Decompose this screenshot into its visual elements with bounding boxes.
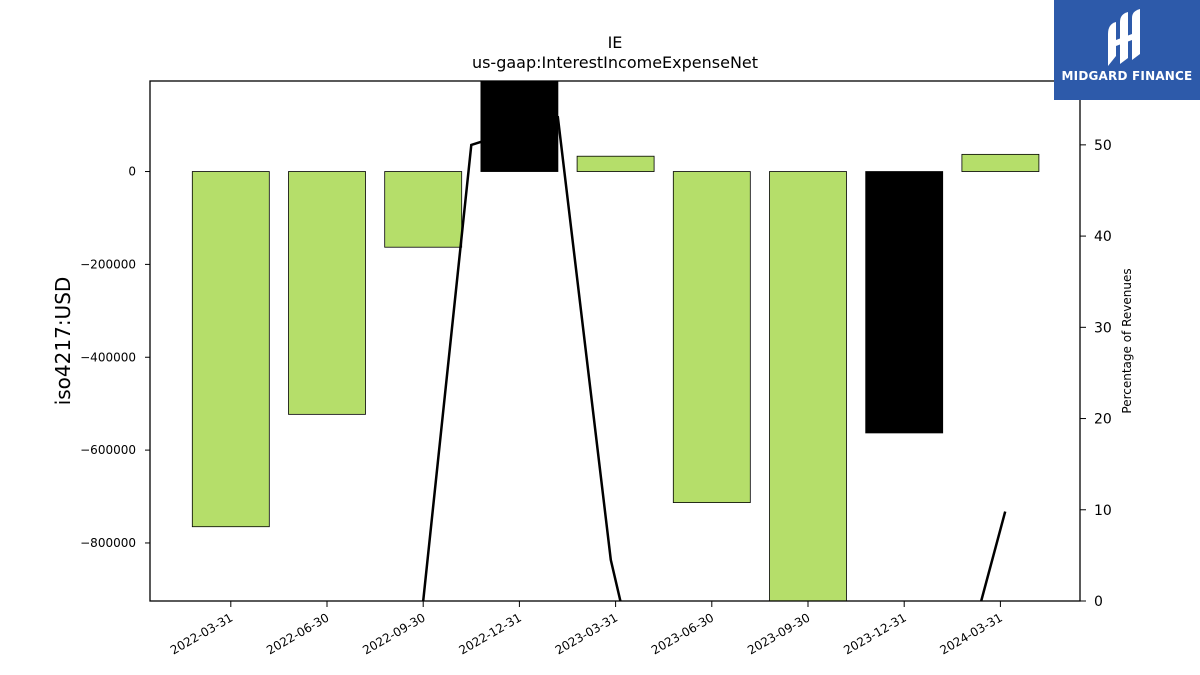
x-tick-label: 2023-12-31 [841, 610, 908, 657]
chart-title: IE [608, 33, 623, 52]
bar-2023-03-31 [576, 155, 655, 172]
y2-tick-label: 20 [1094, 412, 1112, 428]
pct-line-0 [421, 115, 622, 601]
y-tick-label: −400000 [80, 350, 136, 364]
bar-2022-12-31 [480, 81, 559, 172]
y-tick-label: 0 [128, 165, 136, 179]
lines-group [421, 115, 1007, 601]
chart-subtitle: us-gaap:InterestIncomeExpenseNet [472, 53, 758, 72]
y-ticks-group: 0 −200000 −400000 −600000 −800000 [80, 165, 150, 550]
x-tick-label: 2022-03-31 [168, 610, 235, 657]
y2-tick-label: 30 [1094, 320, 1112, 336]
x-tick-label: 2022-12-31 [456, 610, 523, 657]
y-tick-label: −800000 [80, 536, 136, 550]
y-tick-label: −600000 [80, 443, 136, 457]
midgard-logo: MIDGARD FINANCE [1054, 0, 1200, 100]
x-tick-label: 2023-06-30 [649, 610, 716, 657]
x-ticks-group: 2022-03-31 2022-06-30 2022-09-30 2022-12-31… [168, 601, 1005, 657]
x-tick-label: 2023-09-30 [745, 610, 812, 657]
bar-2022-09-30 [384, 171, 463, 248]
bar-2024-03-31 [961, 153, 1040, 172]
x-tick-label: 2022-06-30 [264, 610, 331, 657]
x-tick-label: 2023-03-31 [553, 610, 620, 657]
y2-tick-label: 50 [1094, 138, 1112, 154]
bar-2023-09-30 [769, 171, 847, 601]
y2-ticks-group: 0 10 20 30 40 50 [1080, 138, 1112, 610]
y2-tick-label: 0 [1094, 594, 1103, 610]
y2-tick-label: 40 [1094, 229, 1112, 245]
y2-tick-label: 10 [1094, 503, 1112, 519]
pct-line-1 [979, 511, 1007, 601]
y-axis-label: iso4217:USD [51, 277, 75, 406]
x-tick-label: 2024-03-31 [937, 610, 1004, 657]
x-tick-label: 2022-09-30 [360, 610, 427, 657]
bar-2022-03-31 [191, 171, 270, 528]
y2-axis-label: Percentage of Revenues [1120, 268, 1134, 413]
bar-2023-06-30 [672, 171, 751, 503]
logo-text: MIDGARD FINANCE [1061, 69, 1193, 83]
bar-2023-12-31 [865, 171, 944, 434]
midgard-logo-icon [1108, 9, 1140, 66]
bars-group [191, 81, 1040, 601]
plot-frame [149, 80, 1081, 602]
y-tick-label: −200000 [80, 257, 136, 271]
bar-2022-06-30 [288, 171, 366, 415]
